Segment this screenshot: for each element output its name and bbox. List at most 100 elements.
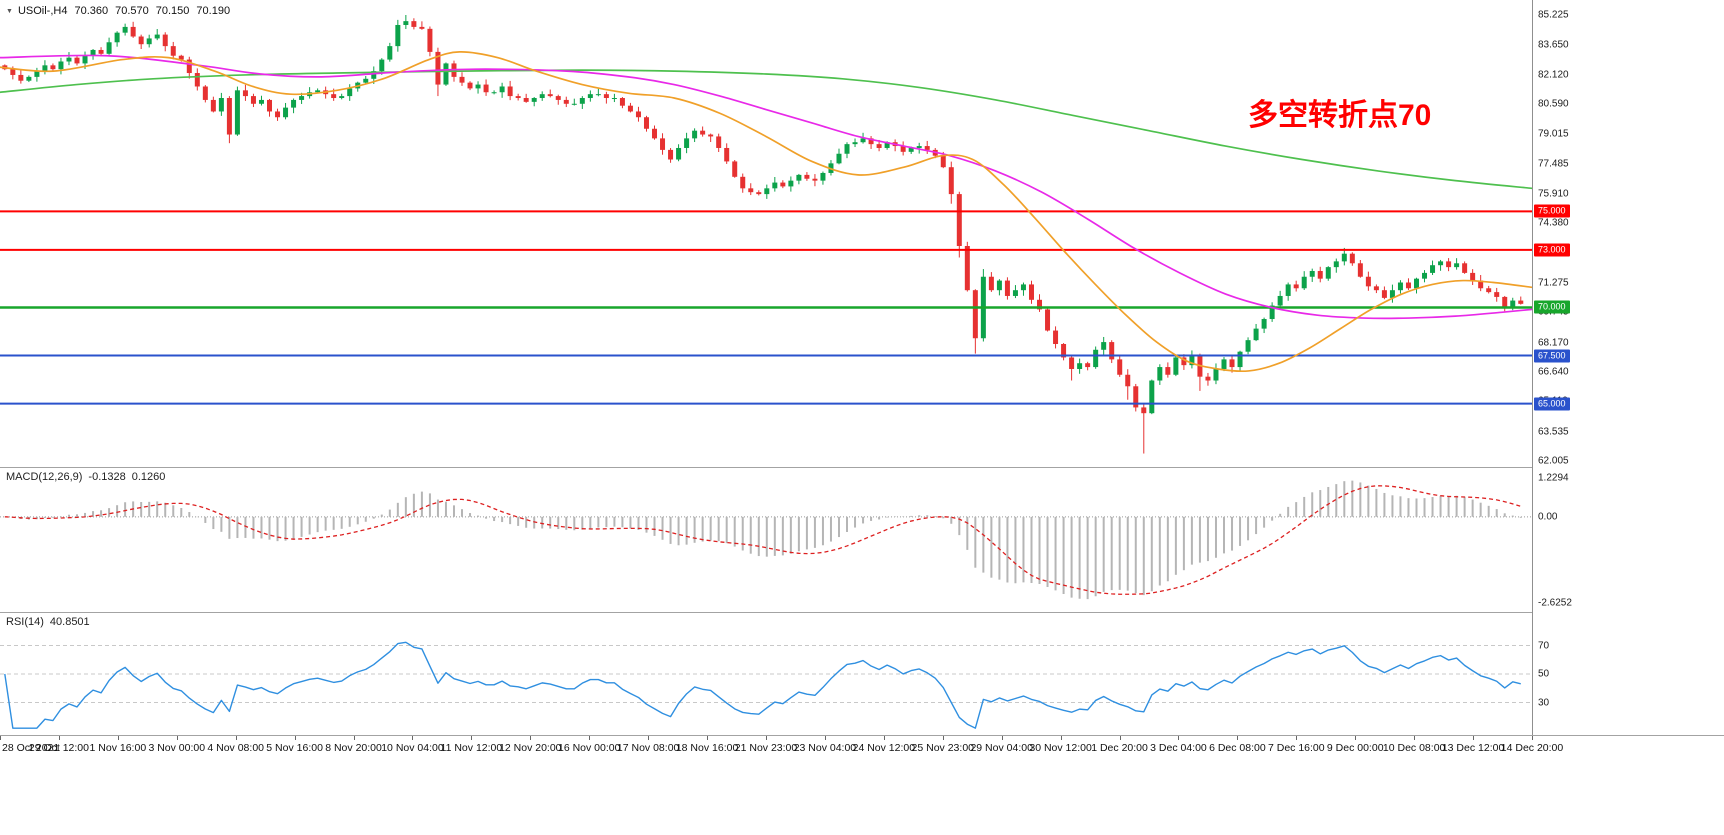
time-axis-label: 30 Nov 12:00 [1029,742,1092,754]
time-axis-label: 24 Nov 12:00 [852,742,916,754]
time-axis-label: 7 Dec 16:00 [1267,742,1325,754]
rsi-level-label: 50 [1538,668,1550,680]
price-axis-label: 85.225 [1538,9,1569,21]
time-tick [530,736,532,740]
price-axis-label: 68.170 [1538,337,1569,349]
price-axis-label: 75.910 [1538,188,1569,200]
ohlc-high: 70.570 [115,5,149,17]
chart-annotation-text[interactable]: 多空转折点70 [1248,99,1432,132]
price-axis-label: 82.120 [1538,69,1569,81]
time-tick [58,736,60,740]
time-axis-label: 4 Nov 08:00 [207,742,264,754]
time-tick [0,736,1,740]
symbol-marker-icon: ▼ [6,7,13,15]
ohlc-close: 70.190 [196,5,231,17]
time-tick [117,736,119,740]
rsi-value: 40.8501 [49,616,90,628]
time-tick [353,736,355,740]
macd-value-signal: 0.1260 [131,471,166,483]
rsi-name: RSI(14) [6,616,44,628]
time-axis-label: 11 Nov 12:00 [440,742,503,754]
macd-value-main: -0.1328 [88,471,126,483]
price-chart-panel[interactable]: ▼ USOil-,H4 70.360 70.570 70.150 70.190 … [0,0,1532,467]
time-axis-label: 28 Oct 2021 [2,742,60,754]
time-tick [883,736,885,740]
time-axis-label: 5 Nov 16:00 [266,742,323,754]
time-axis-label: 25 Nov 23:00 [911,742,974,754]
time-axis[interactable]: 28 Oct 2021 29 Oct 12:00 1 Nov 16:00 3 Nov … [0,736,1724,766]
rsi-level-label: 30 [1538,697,1550,708]
price-line-tag: 67.500 [1534,349,1570,363]
ohlc-open: 70.360 [74,5,109,17]
chart-header: ▼ USOil-,H4 70.360 70.570 70.150 70.190 [6,5,230,17]
time-tick [1001,736,1003,740]
time-axis-label: 17 Nov 08:00 [616,742,680,754]
macd-label: MACD(12,26,9) -0.1328 0.1260 [6,471,165,483]
macd-name: MACD(12,26,9) [6,471,83,483]
candlestick-chart[interactable] [0,0,1532,467]
time-tick [648,736,650,740]
macd-panel[interactable]: MACD(12,26,9) -0.1328 0.1260 [0,468,1532,612]
time-tick [1532,736,1533,740]
macd-chart[interactable] [0,468,1532,612]
time-tick [1237,736,1239,740]
time-axis-border [0,735,1724,736]
price-line-tag: 70.000 [1534,300,1570,314]
time-axis-label: 13 Dec 12:00 [1441,742,1505,754]
ohlc-low: 70.150 [155,5,190,17]
time-tick [824,736,826,740]
time-tick [1355,736,1357,740]
rsi-chart[interactable] [0,613,1532,735]
time-axis-label: 21 Nov 23:00 [734,742,798,754]
symbol-period-label: USOil-,H4 [17,5,68,17]
time-tick [471,736,473,740]
time-axis-label: 29 Nov 04:00 [970,742,1033,754]
time-tick [1060,736,1062,740]
time-axis-label: 14 Dec 20:00 [1500,742,1564,754]
macd-axis-min: -2.6252 [1538,597,1572,609]
rsi-panel[interactable]: RSI(14) 40.8501 [0,613,1532,735]
time-axis-label: 18 Nov 16:00 [675,742,739,754]
price-axis-label: 80.590 [1538,98,1569,110]
time-axis-label: 3 Dec 04:00 [1150,742,1207,754]
time-axis-label: 1 Dec 20:00 [1091,742,1148,754]
macd-axis-max: 1.2294 [1538,472,1569,484]
time-tick [1296,736,1298,740]
time-tick [1473,736,1475,740]
panel-splitter-macd[interactable] [0,467,1724,468]
macd-axis-zero: 0.00 [1538,511,1558,523]
time-axis-label: 23 Nov 04:00 [793,742,857,754]
price-axis-label: 77.485 [1538,158,1569,170]
time-tick [1414,736,1416,740]
price-axis-label: 79.015 [1538,128,1569,140]
time-axis-label: 10 Dec 08:00 [1382,742,1446,754]
time-tick [1119,736,1121,740]
time-axis-label: 1 Nov 16:00 [89,742,147,754]
time-tick [1178,736,1180,740]
rsi-level-label: 70 [1538,640,1550,651]
time-axis-label: 10 Nov 04:00 [381,742,444,754]
price-line-tag: 73.000 [1534,243,1570,257]
price-axis-label: 74.380 [1538,217,1569,229]
time-tick [766,736,767,740]
price-axis-label: 66.640 [1538,366,1569,378]
time-axis-label: 6 Dec 08:00 [1209,742,1266,754]
price-axis-label: 63.535 [1538,426,1569,438]
rsi-label: RSI(14) 40.8501 [6,616,90,628]
time-tick [235,736,237,740]
panel-splitter-rsi[interactable] [0,612,1724,613]
time-axis-label: 3 Nov 00:00 [148,742,206,754]
time-axis-label: 16 Nov 00:00 [557,742,621,754]
price-axis[interactable]: 85.225 83.650 82.120 80.590 79.015 77.485 75.9… [1532,0,1724,735]
time-tick [412,736,414,740]
time-axis-label: 8 Nov 20:00 [325,742,382,754]
time-axis-label: 9 Dec 00:00 [1326,742,1384,754]
price-line-tag: 65.000 [1534,397,1570,411]
price-axis-label: 83.650 [1538,39,1569,51]
price-axis-label: 62.005 [1538,455,1569,467]
time-axis-label: 29 Oct 12:00 [28,742,89,754]
time-tick [589,736,591,740]
time-tick [942,736,944,740]
price-line-tag: 75.000 [1534,204,1570,218]
